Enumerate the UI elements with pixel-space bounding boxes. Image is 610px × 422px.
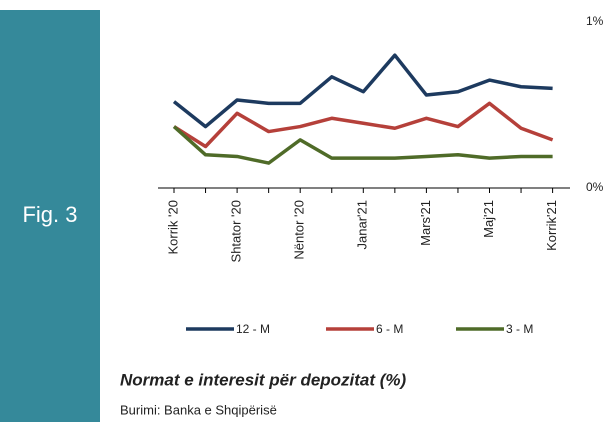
- sidebar: [0, 10, 100, 422]
- x-tick-label: Mars'21: [418, 200, 433, 246]
- line-series: [172, 125, 553, 165]
- legend-label: 6 - M: [376, 322, 403, 336]
- line-series: [173, 101, 554, 149]
- x-tick-label: Nëntor '20: [292, 200, 307, 260]
- x-tick-label: Korrik'21: [544, 200, 559, 251]
- x-tick-label: Maj'21: [481, 200, 496, 238]
- x-tick-label: Shtator '20: [229, 200, 244, 262]
- legend-label: 12 - M: [236, 322, 270, 336]
- legend-label: 3 - M: [506, 322, 533, 336]
- source: Burimi: Banka e Shqipërisë: [120, 402, 277, 417]
- x-tick-label: Korrik '20: [165, 200, 180, 255]
- y-tick-label: 0%: [586, 180, 604, 194]
- x-tick-label: Janar'21: [355, 200, 370, 249]
- line-series: [172, 53, 553, 129]
- y-tick-label: 1%: [586, 14, 604, 28]
- chart-title: Normat e interesit për depozitat (%): [120, 370, 407, 389]
- figure-label: Fig. 3: [22, 202, 77, 227]
